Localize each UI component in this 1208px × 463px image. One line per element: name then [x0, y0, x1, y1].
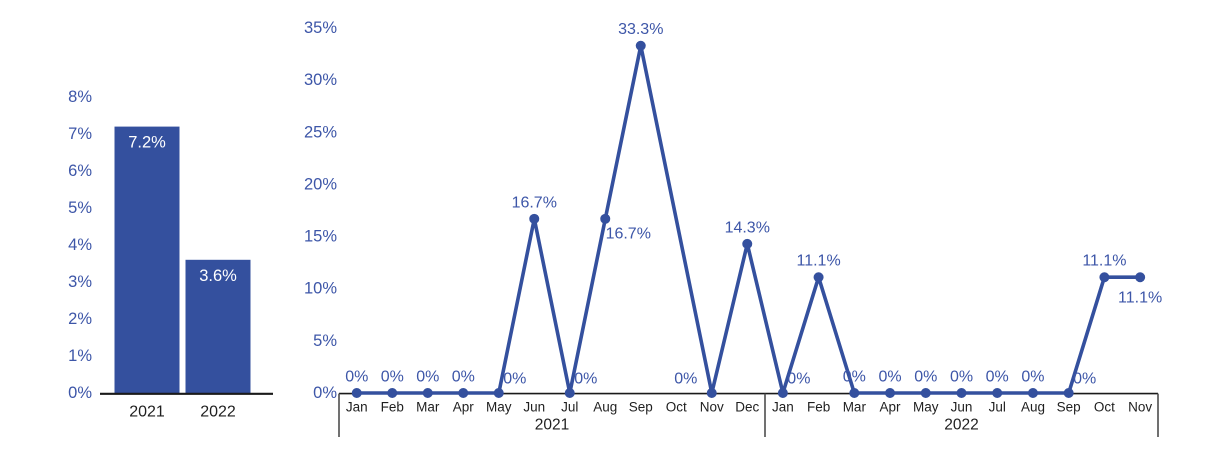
bar-y-tick-label: 8%: [68, 88, 92, 106]
data-point-label: 16.7%: [606, 225, 651, 242]
data-point-label: 0%: [1021, 369, 1044, 386]
line-month-label: Nov: [1128, 400, 1152, 415]
bar-value-label: 7.2%: [128, 134, 166, 152]
data-point-marker: [529, 213, 540, 224]
data-point-marker: [600, 213, 611, 224]
line-month-label: May: [486, 400, 512, 415]
line-month-label: Aug: [1021, 400, 1045, 415]
line-month-label: Jun: [523, 400, 545, 415]
data-point-marker: [706, 388, 717, 398]
data-point-label: 11.1%: [1118, 290, 1162, 307]
line-month-label: Apr: [880, 400, 902, 415]
data-point-label: 0%: [381, 369, 404, 386]
line-y-tick-label: 0%: [313, 384, 337, 402]
line-month-label: Jun: [951, 400, 973, 415]
data-point-marker: [777, 388, 788, 398]
line-month-label: Oct: [1094, 400, 1115, 415]
line-chart-monthly: 0% 5% 10% 15% 20% 25% 30% 35% 2021 2022 Jan Feb Mar A…: [304, 19, 1162, 437]
line-month-label: Nov: [700, 400, 724, 415]
line-y-tick-label: 15%: [304, 228, 337, 246]
line-month-label: Aug: [593, 400, 617, 415]
line-month-label: May: [913, 400, 939, 415]
data-point-marker: [1063, 388, 1074, 398]
data-point-marker: [422, 388, 433, 398]
bar-category-label: 2022: [200, 404, 236, 421]
data-point-label: 0%: [416, 369, 439, 386]
line-month-label: Dec: [735, 400, 759, 415]
line-month-label: Sep: [629, 400, 653, 415]
line-y-tick-label: 25%: [304, 123, 337, 141]
data-point-label: 0%: [878, 369, 901, 386]
line-group-year-label: 2021: [535, 417, 569, 434]
line-series-path: [354, 43, 1142, 395]
bar-2022: [185, 259, 251, 393]
data-point-label: 0%: [452, 369, 475, 386]
data-point-marker: [351, 388, 362, 398]
line-y-tick-label: 30%: [304, 71, 337, 89]
line-month-label: Jul: [989, 400, 1006, 415]
data-point-marker: [813, 272, 824, 283]
bar-y-tick-label: 7%: [68, 125, 92, 143]
data-point-label: 0%: [843, 369, 866, 386]
line-month-label: Sep: [1057, 400, 1081, 415]
data-point-label: 0%: [1073, 371, 1096, 388]
data-point-marker: [1027, 388, 1038, 398]
line-y-tick-label: 20%: [304, 175, 337, 193]
data-point-marker: [849, 388, 860, 398]
data-point-marker: [920, 388, 931, 398]
data-point-label: 0%: [986, 369, 1009, 386]
data-point-marker: [387, 388, 398, 398]
data-point-label: 16.7%: [512, 194, 557, 211]
data-point-label: 0%: [914, 369, 937, 386]
line-group-year-label: 2022: [944, 417, 978, 434]
data-point-marker: [885, 388, 896, 398]
line-month-label: Jan: [772, 400, 794, 415]
line-y-tick-label: 5%: [313, 332, 337, 350]
bar-2021: [114, 126, 180, 393]
line-month-label: Mar: [416, 400, 440, 415]
data-point-label: 0%: [503, 371, 526, 388]
line-y-tick-label: 35%: [304, 19, 337, 37]
line-y-tick-label: 10%: [304, 280, 337, 298]
data-point-label: 11.1%: [796, 253, 840, 270]
line-month-label: Feb: [807, 400, 830, 415]
data-point-label: 33.3%: [618, 21, 663, 38]
data-point-label: 0%: [674, 371, 697, 388]
data-point-label: 11.1%: [1082, 253, 1126, 270]
bar-y-tick-label: 6%: [68, 162, 92, 180]
data-point-marker: [635, 40, 646, 51]
bar-y-tick-label: 5%: [68, 199, 92, 217]
data-point-label: 14.3%: [725, 219, 770, 236]
bar-y-tick-label: 3%: [68, 273, 92, 291]
data-point-marker: [742, 238, 753, 249]
data-point-marker: [992, 388, 1003, 398]
line-month-label: Jul: [561, 400, 578, 415]
bar-chart-annual: 0% 1% 2% 3% 4% 5% 6% 7% 8% 7.2% 2021 3.6% 2022: [68, 88, 273, 421]
data-point-marker: [493, 388, 504, 398]
bar-y-tick-label: 2%: [68, 310, 92, 328]
line-month-label: Feb: [381, 400, 404, 415]
line-month-label: Apr: [453, 400, 475, 415]
data-point-label: 0%: [787, 371, 810, 388]
line-month-label: Mar: [843, 400, 867, 415]
data-point-label: 0%: [345, 369, 368, 386]
bar-category-label: 2021: [129, 404, 165, 421]
data-point-marker: [564, 388, 575, 398]
data-point-marker: [1135, 272, 1146, 283]
data-point-marker: [1099, 272, 1110, 283]
data-point-label: 0%: [574, 371, 597, 388]
line-month-label: Oct: [666, 400, 687, 415]
bar-y-tick-label: 4%: [68, 236, 92, 254]
line-month-label: Jan: [346, 400, 368, 415]
data-point-label: 0%: [950, 369, 973, 386]
bar-y-tick-label: 1%: [68, 347, 92, 365]
bar-value-label: 3.6%: [199, 267, 237, 285]
data-point-marker: [458, 388, 469, 398]
data-point-marker: [956, 388, 967, 398]
bar-y-tick-label: 0%: [68, 384, 92, 402]
